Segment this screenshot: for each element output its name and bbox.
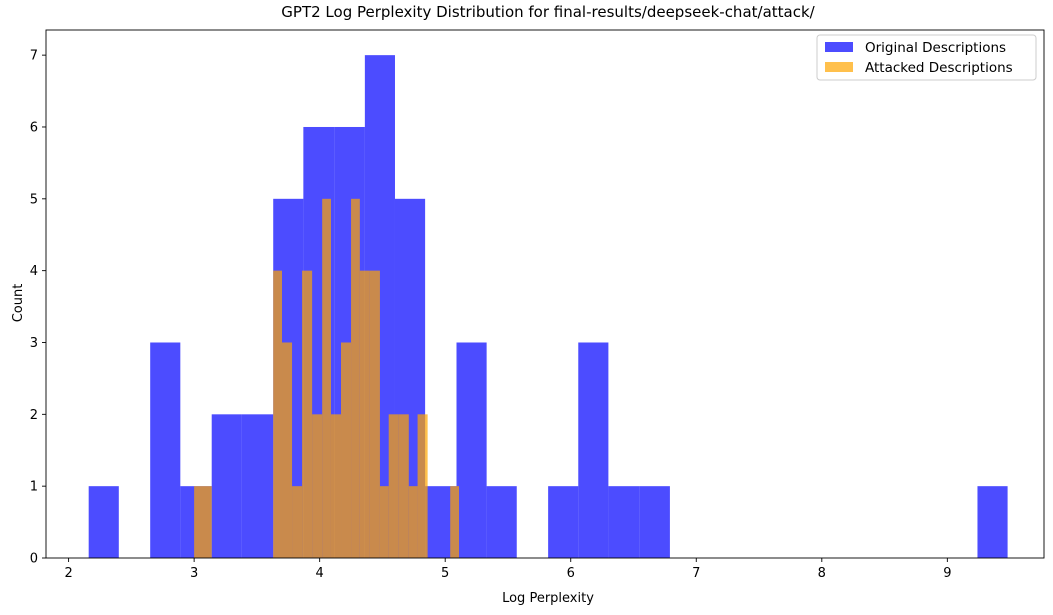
original-bar-17 [977,486,1008,558]
attacked-bar-11 [369,270,380,558]
attacked-bar-3 [292,486,303,558]
original-bar-14 [578,342,609,558]
legend-swatch-0 [825,42,853,52]
original-bar-1 [150,342,181,558]
attacked-bar-6 [322,198,331,558]
x-tick-label-8: 8 [818,566,826,581]
y-tick-label-0: 0 [30,552,38,567]
y-tick-label-3: 3 [30,336,38,351]
original-bar-11 [456,342,487,558]
y-tick-label-6: 6 [30,120,38,135]
x-tick-label-3: 3 [190,566,198,581]
legend-swatch-1 [825,62,853,72]
legend-label-0: Original Descriptions [865,40,1006,56]
attacked-bar-15 [408,486,418,558]
x-tick-label-7: 7 [692,566,700,581]
original-bar-3 [211,414,242,558]
y-tick-label-2: 2 [30,408,38,423]
y-axis-label: Count [11,284,26,323]
attacked-bar-4 [302,270,313,558]
y-tick-label-1: 1 [30,480,38,495]
attacked-bar-8 [341,342,352,558]
x-tick-label-6: 6 [567,566,575,581]
attacked-bar-0 [194,486,212,558]
attacked-bar-17 [450,486,460,558]
attacked-bar-7 [330,414,342,558]
y-tick-label-4: 4 [30,264,38,279]
original-bar-16 [639,486,670,558]
legend-box [816,34,1037,81]
chart-title: GPT2 Log Perplexity Distribution for fin… [281,3,815,21]
attacked-bar-5 [312,414,323,558]
plot-frame [45,29,1045,559]
original-bar-12 [486,486,517,558]
attacked-bar-1 [273,270,283,558]
x-tick-label-9: 9 [943,566,951,581]
attacked-bar-2 [282,342,293,558]
attacked-bar-16 [417,414,428,558]
x-tick-label-2: 2 [64,566,72,581]
axes-layer: 2 3 4 5 6 7 8 9 0 1 2 3 4 5 6 7 [30,29,1045,581]
legend: Original Descriptions Attacked Descriptio… [816,34,1037,81]
attacked-bar-12 [379,486,389,558]
x-tick-label-5: 5 [441,566,449,581]
bars-layer [88,55,1008,559]
y-tick-label-5: 5 [30,192,38,207]
x-tick-label-4: 4 [316,566,324,581]
attacked-bar-13 [388,414,399,558]
attacked-bar-10 [359,270,370,558]
attacked-bar-9 [351,198,360,558]
original-bar-4 [241,414,274,558]
attacked-bar-14 [398,414,409,558]
original-bar-13 [548,486,579,558]
legend-label-1: Attacked Descriptions [865,60,1013,76]
original-bar-0 [88,486,119,558]
x-axis-label: Log Perplexity [502,591,594,606]
original-bar-15 [608,486,640,558]
y-tick-label-7: 7 [30,49,38,64]
